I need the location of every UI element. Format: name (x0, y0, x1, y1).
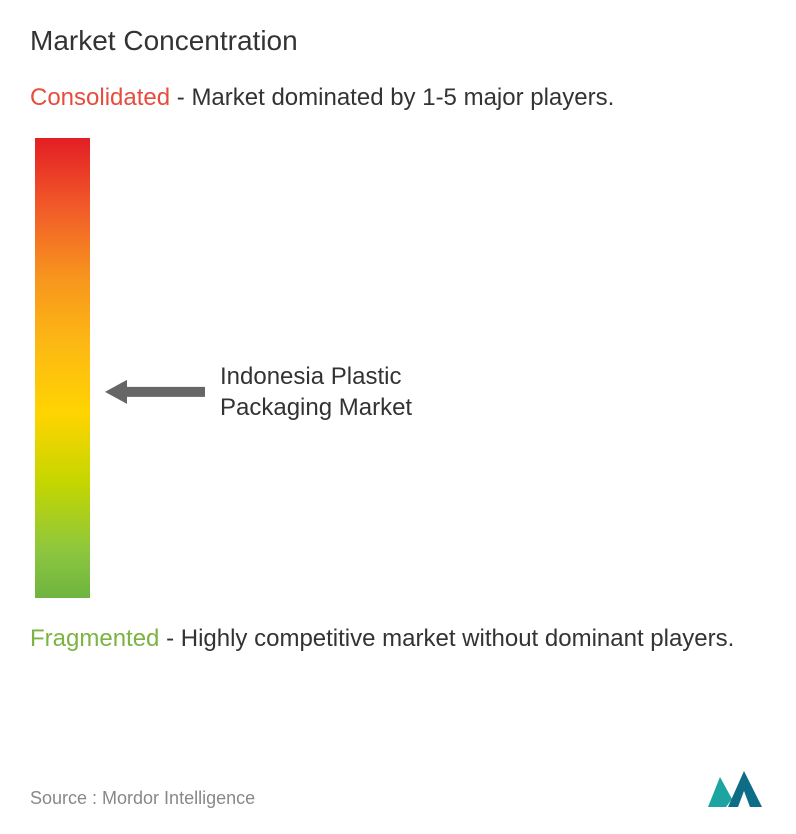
consolidated-text: - Market dominated by 1-5 major players. (177, 84, 615, 111)
gradient-section: Indonesia Plastic Packaging Market (30, 133, 766, 603)
fragmented-label: Fragmented (30, 625, 159, 652)
marker-label: Indonesia Plastic Packaging Market (220, 361, 500, 423)
source-text: Source : Mordor Intelligence (30, 788, 255, 809)
consolidated-label: Consolidated (30, 84, 170, 111)
chart-title: Market Concentration (30, 25, 766, 57)
concentration-gradient-bar (35, 138, 90, 598)
arrow-left-icon (105, 377, 205, 407)
market-marker: Indonesia Plastic Packaging Market (105, 361, 500, 423)
fragmented-text: - Highly competitive market without domi… (166, 625, 734, 652)
fragmented-description: Fragmented - Highly competitive market w… (30, 623, 766, 654)
consolidated-description: Consolidated - Market dominated by 1-5 m… (30, 82, 766, 113)
mordor-logo-icon (706, 769, 766, 814)
